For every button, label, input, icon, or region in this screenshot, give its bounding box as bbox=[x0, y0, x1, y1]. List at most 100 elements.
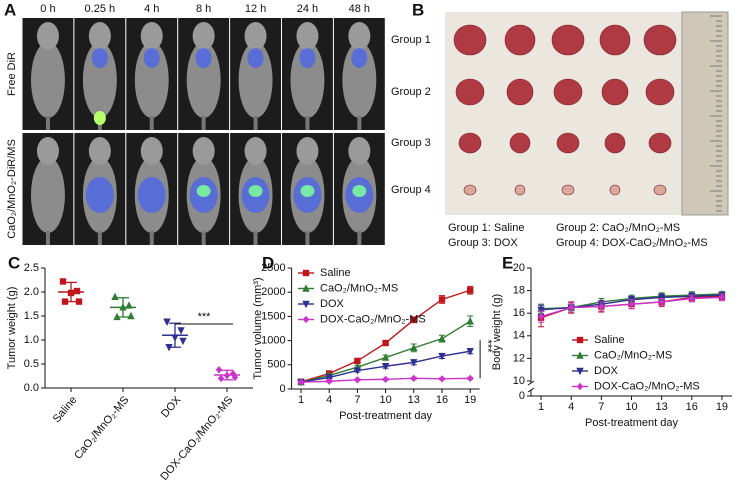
y-tick-label: 12 bbox=[513, 352, 525, 364]
time-label: 8 h bbox=[196, 3, 211, 15]
x-tick-label: 19 bbox=[464, 394, 476, 406]
y-tick-label: 20 bbox=[513, 262, 525, 274]
y-tick-label: 500 bbox=[267, 359, 285, 371]
time-label: 24 h bbox=[297, 3, 318, 15]
mouse-head bbox=[192, 137, 215, 165]
y-tick-label: 0.5 bbox=[24, 358, 39, 370]
axis-break bbox=[527, 387, 535, 393]
marker bbox=[302, 300, 310, 309]
tumor bbox=[553, 78, 583, 106]
marker bbox=[657, 294, 666, 302]
legend-text: Group 3: DOX bbox=[448, 237, 518, 249]
y-tick-label: 10 bbox=[513, 375, 525, 387]
fluorescence bbox=[85, 177, 114, 213]
marker bbox=[658, 298, 665, 306]
y-tick-label: 14 bbox=[513, 330, 525, 342]
marker bbox=[67, 289, 75, 297]
marker bbox=[381, 363, 390, 371]
marker bbox=[354, 357, 361, 365]
fluorescence-core bbox=[196, 185, 211, 197]
marker bbox=[466, 348, 474, 356]
x-axis-title: Post-treatment day bbox=[339, 410, 432, 422]
mouse-body bbox=[290, 42, 325, 118]
y-tick-label: 2.0 bbox=[24, 286, 39, 298]
x-tick-label: CaO₂/MnO₂-MS bbox=[72, 394, 131, 462]
x-tick-label: 16 bbox=[686, 401, 698, 413]
panel-label: E bbox=[502, 253, 513, 272]
marker bbox=[598, 302, 605, 311]
x-tick-label: 13 bbox=[408, 394, 420, 406]
fluorescence-core bbox=[93, 111, 106, 125]
marker bbox=[163, 318, 171, 326]
y-tick-label: 18 bbox=[513, 285, 525, 297]
fluorescence bbox=[91, 48, 108, 68]
tumor bbox=[453, 24, 487, 56]
x-tick-label: 16 bbox=[436, 394, 448, 406]
marker bbox=[410, 316, 417, 323]
marker bbox=[576, 351, 584, 359]
marker bbox=[302, 284, 310, 292]
time-label: 48 h bbox=[349, 3, 370, 15]
panel-label: A bbox=[4, 0, 16, 19]
marker bbox=[75, 298, 83, 305]
group-label: Group 4 bbox=[391, 184, 431, 196]
x-tick-label: 4 bbox=[568, 401, 574, 413]
tumor bbox=[604, 132, 626, 154]
tumor bbox=[599, 24, 631, 56]
y-tick-label: 1500 bbox=[261, 310, 285, 322]
legend-text: DOX-CaO₂/MnO₂-MS bbox=[594, 380, 700, 392]
marker bbox=[326, 377, 333, 385]
x-axis-title: Post-treatment day bbox=[585, 417, 678, 429]
marker bbox=[73, 287, 81, 295]
mouse-body bbox=[82, 42, 117, 118]
fluorescence-core bbox=[248, 185, 263, 197]
x-tick-label: 1 bbox=[298, 394, 304, 406]
time-label: 0.25 h bbox=[85, 3, 116, 15]
marker bbox=[165, 344, 173, 352]
time-label: 4 h bbox=[144, 3, 159, 15]
marker bbox=[177, 327, 185, 335]
x-tick-label: 10 bbox=[379, 394, 391, 406]
marker bbox=[576, 367, 584, 376]
mouse-head bbox=[296, 22, 319, 50]
y-tick-label: 2.5 bbox=[24, 262, 39, 274]
group-label: Group 2 bbox=[391, 86, 431, 98]
marker bbox=[302, 269, 310, 277]
y-tick-label: 1000 bbox=[261, 335, 285, 347]
x-tick-label: 7 bbox=[598, 401, 604, 413]
marker bbox=[354, 376, 361, 384]
x-tick-label: Saline bbox=[51, 394, 80, 425]
tumor bbox=[648, 132, 672, 154]
mouse-head bbox=[296, 137, 319, 165]
marker bbox=[302, 315, 310, 324]
fluorescence bbox=[299, 48, 316, 68]
mouse-head bbox=[348, 137, 371, 165]
marker bbox=[382, 339, 389, 347]
marker bbox=[113, 312, 121, 321]
mouse-head bbox=[88, 137, 111, 165]
y-tick-label: 0 bbox=[519, 390, 525, 402]
tumor bbox=[463, 184, 477, 196]
fluorescence bbox=[351, 48, 368, 68]
marker bbox=[568, 303, 575, 312]
y-tick-label: 1.0 bbox=[24, 334, 39, 346]
marker bbox=[382, 375, 389, 384]
y-axis-title: Tumor weight (g) bbox=[6, 287, 18, 370]
marker bbox=[467, 374, 474, 383]
row-label: Free DiR bbox=[6, 52, 18, 96]
legend-text: DOX-CaO₂/MnO₂-MS bbox=[320, 313, 426, 325]
panel-label: B bbox=[412, 0, 424, 19]
marker bbox=[537, 312, 545, 321]
marker bbox=[718, 293, 726, 302]
x-tick-label: 1 bbox=[538, 401, 544, 413]
legend-text: Saline bbox=[320, 267, 351, 279]
marker bbox=[438, 352, 446, 361]
y-tick-label: 2000 bbox=[261, 286, 285, 298]
legend-text: Saline bbox=[594, 334, 625, 346]
marker bbox=[353, 367, 362, 375]
fluorescence bbox=[143, 48, 160, 68]
y-tick-label: 0 bbox=[279, 383, 285, 395]
legend-text: CaO₂/MnO₂-MS bbox=[594, 349, 672, 361]
time-label: 0 h bbox=[40, 3, 55, 15]
tumor bbox=[509, 132, 531, 154]
